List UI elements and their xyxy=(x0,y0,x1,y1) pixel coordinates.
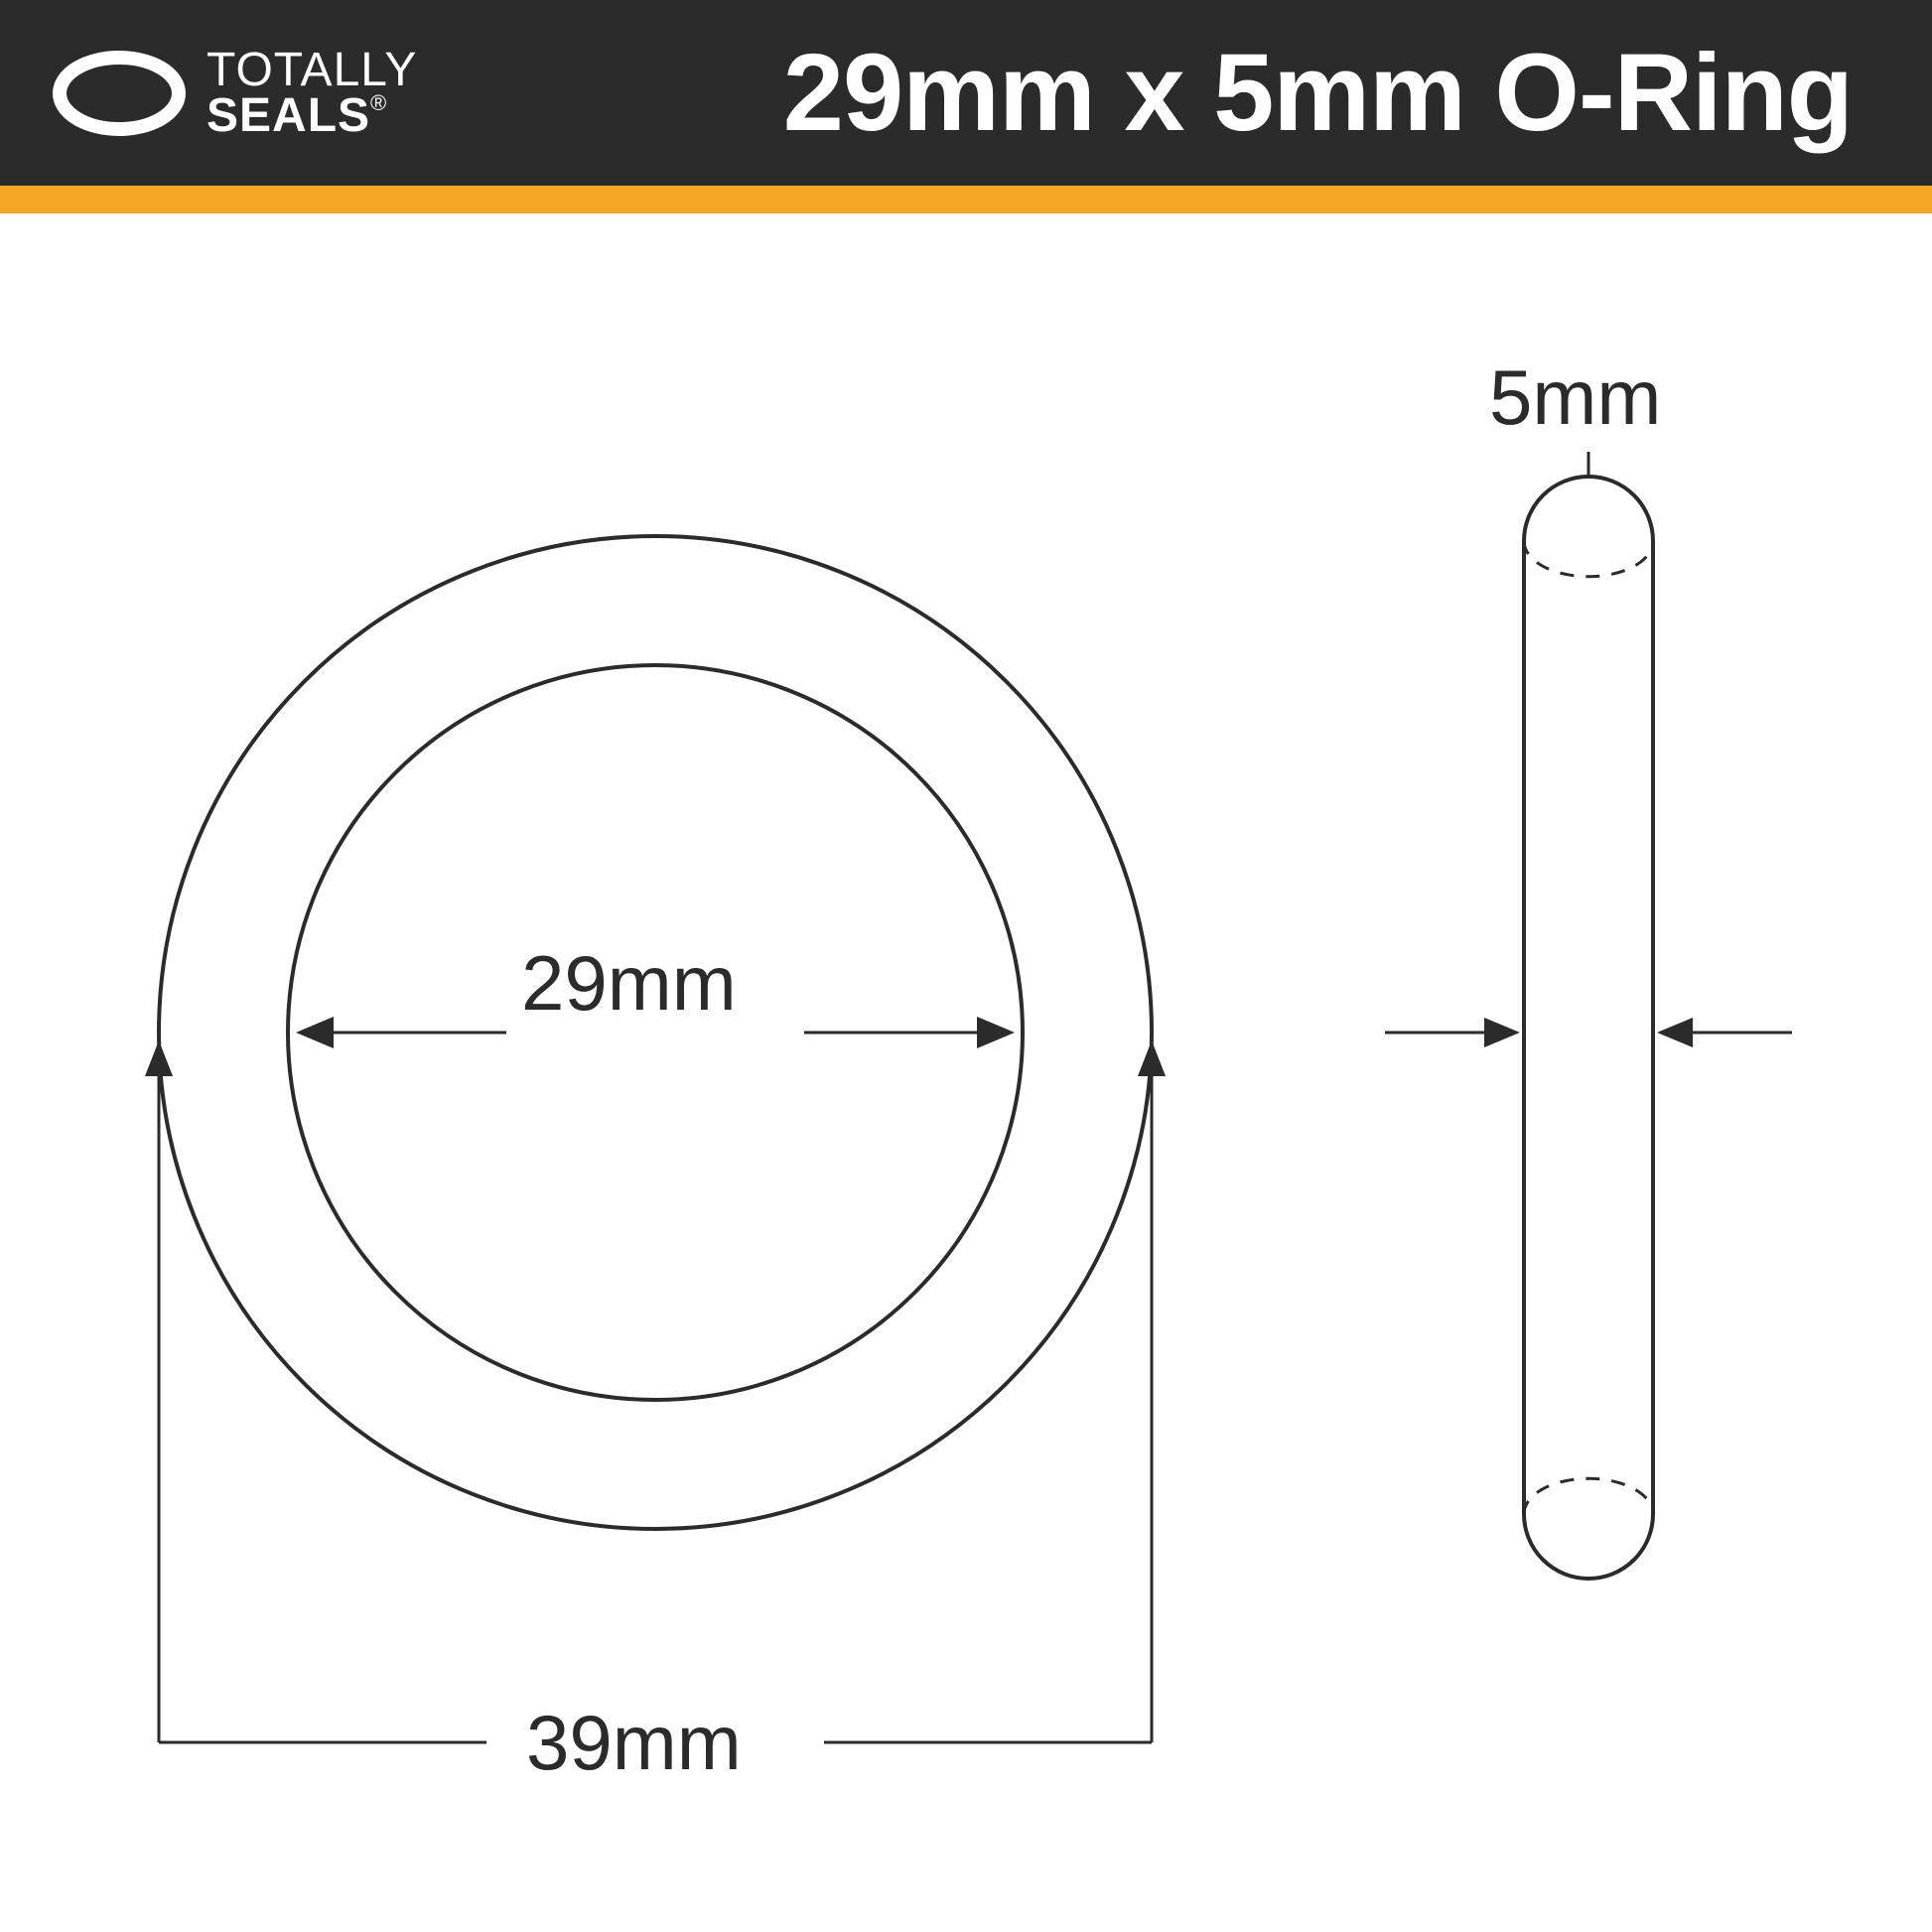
brand-logo: TOTALLY SEALS® xyxy=(50,39,417,148)
brand-line1: TOTALLY xyxy=(207,48,417,93)
inner-diameter-label: 29mm xyxy=(521,938,737,1029)
page-root: TOTALLY SEALS® 29mm x 5mm O-Ring 29mm 39… xyxy=(0,0,1932,1932)
accent-stripe xyxy=(0,186,1932,213)
logo-ring-icon xyxy=(50,39,189,148)
technical-drawing-svg xyxy=(0,213,1932,1892)
header-bar: TOTALLY SEALS® 29mm x 5mm O-Ring xyxy=(0,0,1932,186)
brand-registered: ® xyxy=(370,90,387,115)
logo-text: TOTALLY SEALS® xyxy=(207,48,417,138)
brand-line2: SEALS xyxy=(207,89,370,142)
outer-diameter-label: 39mm xyxy=(526,1698,742,1788)
product-title: 29mm x 5mm O-Ring xyxy=(783,30,1853,156)
cross-section-label: 5mm xyxy=(1489,352,1661,443)
diagram-area: 29mm 39mm 5mm xyxy=(0,213,1932,1892)
